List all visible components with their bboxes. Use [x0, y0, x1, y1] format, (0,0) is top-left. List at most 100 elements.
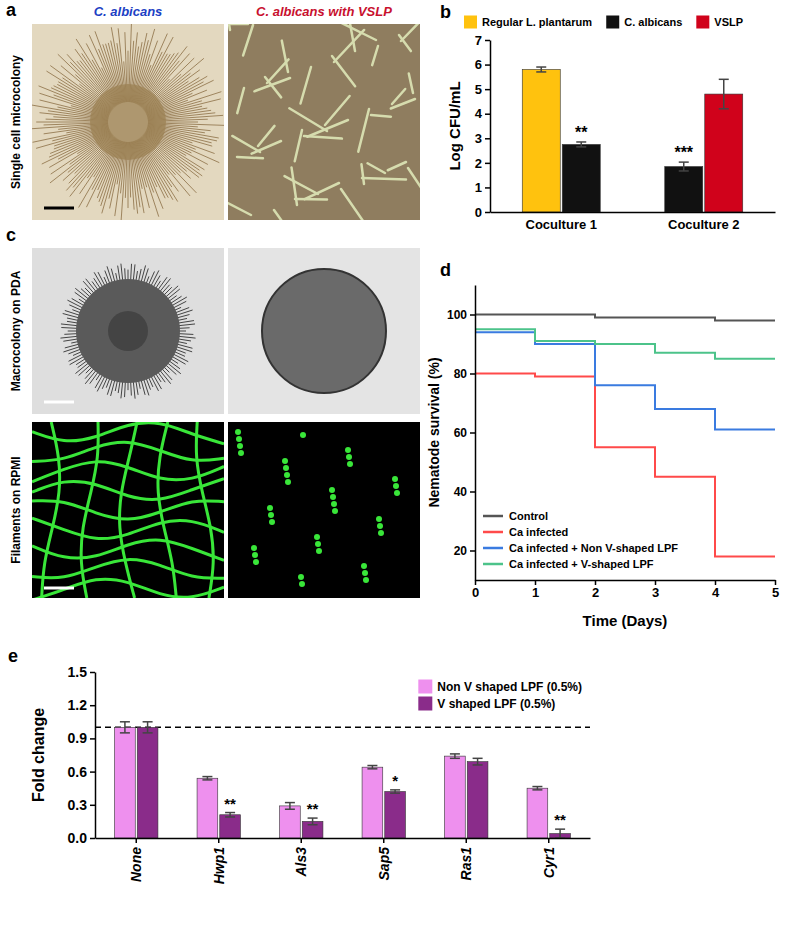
error-line: [289, 803, 291, 810]
tick: Als3: [293, 838, 309, 878]
bar: [522, 69, 560, 212]
tick-mark: [301, 838, 303, 843]
tick: 1: [475, 180, 490, 195]
filament: [120, 422, 138, 598]
error-bar: [536, 67, 546, 72]
filament: [334, 30, 364, 62]
spike: [143, 268, 148, 283]
tick: 1: [532, 580, 539, 600]
filament: [341, 189, 366, 220]
tick: Ras1: [458, 838, 474, 880]
tick: 0.0: [68, 830, 95, 846]
spike: [61, 327, 78, 329]
filament: [285, 176, 318, 194]
tick-label: 0: [475, 205, 482, 220]
y-axis: 20406080100: [447, 286, 476, 581]
yeast-cell: [378, 530, 384, 536]
legend: Regular L. plantarumC. albicansVSLP: [464, 16, 743, 29]
error-bar: [225, 813, 235, 817]
yeast-cell: [269, 519, 275, 525]
error-cap: [308, 817, 318, 819]
legend-swatch: [464, 16, 477, 29]
tick-label: 4: [475, 106, 483, 121]
tick: Coculture 2: [668, 212, 740, 232]
chart-b: b*****01234567Coculture 1Coculture 2Log …: [440, 2, 776, 232]
tick-mark: [90, 705, 95, 707]
significance-label: ***: [674, 144, 693, 161]
tick: None: [128, 838, 144, 882]
tick: 7: [475, 33, 490, 48]
tick-label: 3: [652, 585, 659, 600]
tick: 80: [454, 367, 475, 381]
tick-label: 0: [472, 585, 479, 600]
filament: [32, 540, 224, 560]
yeast-cell: [394, 490, 400, 496]
tick-label: 60: [454, 426, 468, 440]
legend-item: Control: [483, 510, 548, 522]
filament: [254, 78, 290, 91]
tick-label: 100: [447, 308, 467, 322]
survival-line: [475, 329, 775, 359]
error-cap: [308, 824, 318, 826]
tick-mark: [470, 491, 475, 493]
error-bar: [367, 766, 377, 769]
legend-swatch: [483, 515, 503, 518]
yeast-cell: [298, 574, 304, 580]
yeast-cell: [331, 501, 337, 507]
tick: 3: [652, 580, 659, 600]
error-cap: [576, 141, 586, 143]
yeast-cell: [315, 541, 321, 547]
yeast-cell: [392, 476, 398, 482]
filament: [301, 67, 311, 104]
yeast-cell: [345, 447, 351, 453]
tick-label: Als3: [293, 847, 309, 878]
yeast-cell: [316, 548, 322, 554]
significance-label: **: [307, 800, 319, 817]
micrograph: [228, 422, 420, 598]
legend-label: Control: [509, 510, 548, 522]
micrograph: [32, 24, 224, 220]
tick-label: 80: [454, 367, 468, 381]
error-bar: [576, 142, 586, 147]
error-cap: [225, 812, 235, 814]
legend-swatch: [483, 563, 503, 566]
plot-marks: [95, 722, 590, 838]
error-cap: [555, 828, 565, 830]
survival-line: [475, 315, 775, 321]
yeast-cell: [251, 545, 257, 551]
spike: [60, 336, 78, 338]
error-cap: [225, 816, 235, 818]
tick: Hwp1: [211, 838, 227, 884]
yeast-cell: [347, 461, 353, 467]
colony-core: [108, 311, 148, 351]
error-bar: [719, 79, 729, 108]
spike: [148, 271, 154, 285]
tick-label: Coculture 1: [525, 217, 597, 232]
bar: [527, 788, 548, 838]
bar: [220, 815, 241, 838]
filament: [392, 89, 405, 104]
tick-mark: [548, 838, 550, 843]
tick: 60: [454, 426, 475, 440]
spike: [118, 266, 121, 282]
tick: 4: [475, 106, 490, 121]
tick-label: Ras1: [458, 847, 474, 881]
column-title: C. albicans with VSLP: [256, 4, 392, 19]
filament: [232, 136, 260, 152]
spike: [69, 305, 82, 311]
spike: [176, 310, 193, 316]
legend-item: Ca infected: [483, 526, 568, 538]
error-cap: [719, 79, 729, 81]
error-bar: [450, 754, 460, 758]
filament: [409, 73, 413, 93]
filament: [237, 88, 244, 113]
tick: 6: [475, 57, 490, 72]
filament: [32, 579, 224, 598]
filament: [391, 99, 415, 109]
spike: [153, 275, 160, 287]
x-axis: Coculture 1 Coculture 2: [491, 212, 776, 232]
bar: [445, 756, 466, 838]
micrograph: [228, 248, 420, 414]
x-axis-title: Time (Days): [583, 612, 668, 629]
tick-label: 20: [454, 544, 468, 558]
